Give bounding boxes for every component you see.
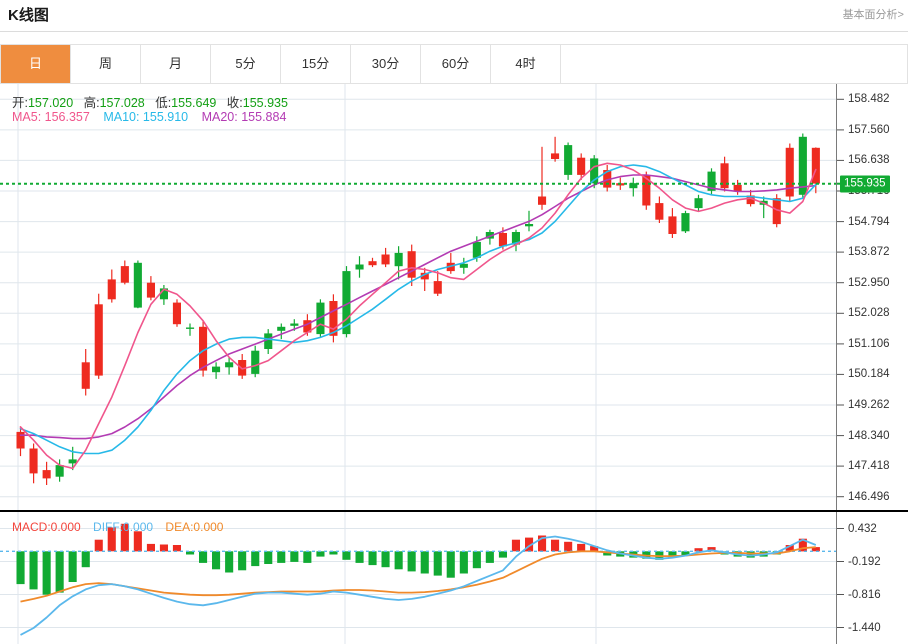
macd-axis-rule [836, 512, 837, 644]
price-axis-rule [836, 84, 837, 510]
tab-5[interactable]: 30分 [351, 45, 421, 83]
tab-1[interactable]: 周 [71, 45, 141, 83]
tab-2[interactable]: 月 [141, 45, 211, 83]
page-header: K线图 基本面分析> [0, 0, 908, 32]
tab-6[interactable]: 60分 [421, 45, 491, 83]
current-price-badge: 155.935 [840, 175, 890, 193]
tab-4[interactable]: 15分 [281, 45, 351, 83]
macd-chart-panel[interactable]: MACD:0.000 DIFF:0.000 DEA:0.000 0.432 -0.… [0, 512, 908, 644]
macd-chart-svg [0, 512, 844, 644]
tab-3[interactable]: 5分 [211, 45, 281, 83]
fundamental-analysis-link[interactable]: 基本面分析> [842, 9, 904, 21]
price-chart-svg [0, 84, 844, 510]
price-chart-panel[interactable]: 开:157.020 高:157.028 低:155.649 收:155.935 … [0, 84, 908, 512]
tab-0[interactable]: 日 [1, 45, 71, 83]
page-title: K线图 [8, 7, 49, 24]
tab-strip-filler [561, 45, 908, 83]
timeframe-tabs: 日周月 5分 15分 30分 60分 4时 [0, 44, 908, 84]
tab-7[interactable]: 4时 [491, 45, 561, 83]
